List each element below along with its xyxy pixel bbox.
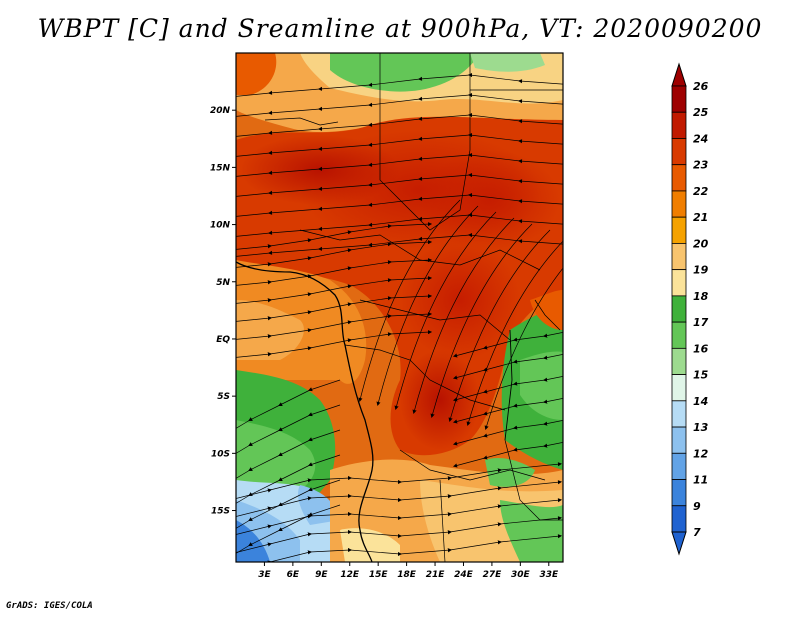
colorbar-swatch	[671, 164, 687, 192]
colorbar-label: 12	[693, 447, 709, 460]
streamline	[452, 332, 563, 358]
colorbar-bottom-arrow	[671, 531, 687, 556]
lat-label: 15N	[210, 163, 231, 173]
streamline	[236, 112, 563, 139]
colorbar-label: 14	[693, 395, 708, 408]
colorbar-label: 11	[693, 474, 708, 487]
colorbar-label: 24	[693, 132, 708, 145]
streamline	[236, 132, 563, 159]
shaded-field	[236, 53, 563, 562]
lon-label: 6E	[287, 570, 300, 580]
map-frame	[235, 52, 564, 563]
colorbar-swatch	[671, 321, 687, 349]
lon-label: 12E	[340, 570, 360, 580]
lat-label: 5N	[216, 278, 230, 288]
colorbar-swatch	[671, 295, 687, 323]
lat-label: 20N	[210, 106, 231, 116]
colorbar-swatch	[671, 452, 687, 480]
colorbar-swatch	[671, 347, 687, 375]
streamline	[452, 398, 563, 424]
lon-label: 9E	[315, 570, 328, 580]
map-title: WBPT [C] and Sreamline at 900hPa, VT: 20…	[37, 14, 763, 43]
streamline	[376, 205, 479, 407]
colorbar-label: 7	[693, 526, 701, 539]
lat-label: 10N	[210, 221, 231, 231]
streamline	[236, 72, 563, 99]
lon-label: 33E	[539, 570, 559, 580]
colorbar-swatch	[671, 400, 687, 428]
colorbar-label: 13	[693, 421, 709, 434]
colorbar-label: 20	[693, 237, 709, 250]
streamline	[236, 192, 563, 219]
colorbar-swatch	[671, 426, 687, 454]
latitude-axis: 20N 15N 10N 5N EQ 5S 10S 15S	[210, 106, 236, 517]
longitude-axis: 3E 6E 9E 12E 15E 18E 21E 24E 27E 30E 33E	[258, 562, 559, 580]
colorbar-swatch	[671, 138, 687, 166]
country-borders	[236, 53, 563, 562]
streamline	[236, 92, 563, 119]
colorbar-swatch	[671, 216, 687, 244]
streamline	[236, 312, 433, 340]
streamline	[236, 172, 563, 199]
streamline	[452, 442, 563, 468]
colorbar-label: 9	[693, 500, 701, 513]
colorbar-swatch	[671, 243, 687, 271]
lon-label: 30E	[511, 570, 531, 580]
streamline	[236, 222, 433, 250]
colorbar: 26 25 24 23 22 21 20 19 18 17 16 15 14 13 12 11 9 7	[671, 62, 709, 556]
colorbar-label: 19	[693, 264, 709, 277]
colorbar-swatch	[671, 374, 687, 402]
streamline	[236, 152, 563, 179]
colorbar-label: 23	[693, 159, 709, 172]
streamline	[452, 376, 563, 402]
streamline	[430, 223, 533, 419]
colorbar-label: 18	[693, 290, 709, 303]
colorbar-label: 16	[693, 342, 709, 355]
lon-label: 18E	[397, 570, 417, 580]
streamline	[452, 420, 563, 446]
colorbar-top-arrow	[671, 62, 687, 87]
lon-label: 3E	[258, 570, 271, 580]
colorbar-label: 22	[693, 185, 709, 198]
colorbar-swatch	[671, 85, 687, 113]
colorbar-label: 26	[693, 80, 709, 93]
lon-label: 21E	[426, 570, 446, 580]
lon-label: 24E	[454, 570, 474, 580]
colorbar-label: 21	[693, 211, 708, 224]
colorbar-swatch	[671, 190, 687, 218]
streamline	[394, 211, 497, 411]
streamline	[236, 294, 433, 322]
lat-label: 5S	[217, 392, 230, 402]
colorbar-swatch	[671, 505, 687, 533]
colorbar-swatch	[671, 111, 687, 139]
lon-label: 15E	[369, 570, 389, 580]
streamline	[236, 240, 433, 268]
colorbar-label: 25	[693, 106, 709, 119]
streamline	[236, 330, 433, 358]
lat-label: EQ	[216, 335, 230, 345]
streamline	[452, 354, 563, 380]
colorbar-swatch	[671, 269, 687, 297]
streamline	[412, 217, 515, 415]
streamline	[236, 504, 341, 562]
colorbar-label: 17	[693, 316, 709, 329]
lat-label: 10S	[211, 449, 230, 459]
lat-label: 15S	[211, 507, 230, 517]
streamline	[358, 199, 461, 403]
grads-credit: GrADS: IGES/COLA	[6, 601, 93, 611]
colorbar-swatch	[671, 479, 687, 507]
colorbar-label: 15	[693, 369, 709, 382]
streamline	[236, 258, 433, 286]
streamlines	[236, 72, 563, 562]
lon-label: 27E	[483, 570, 503, 580]
